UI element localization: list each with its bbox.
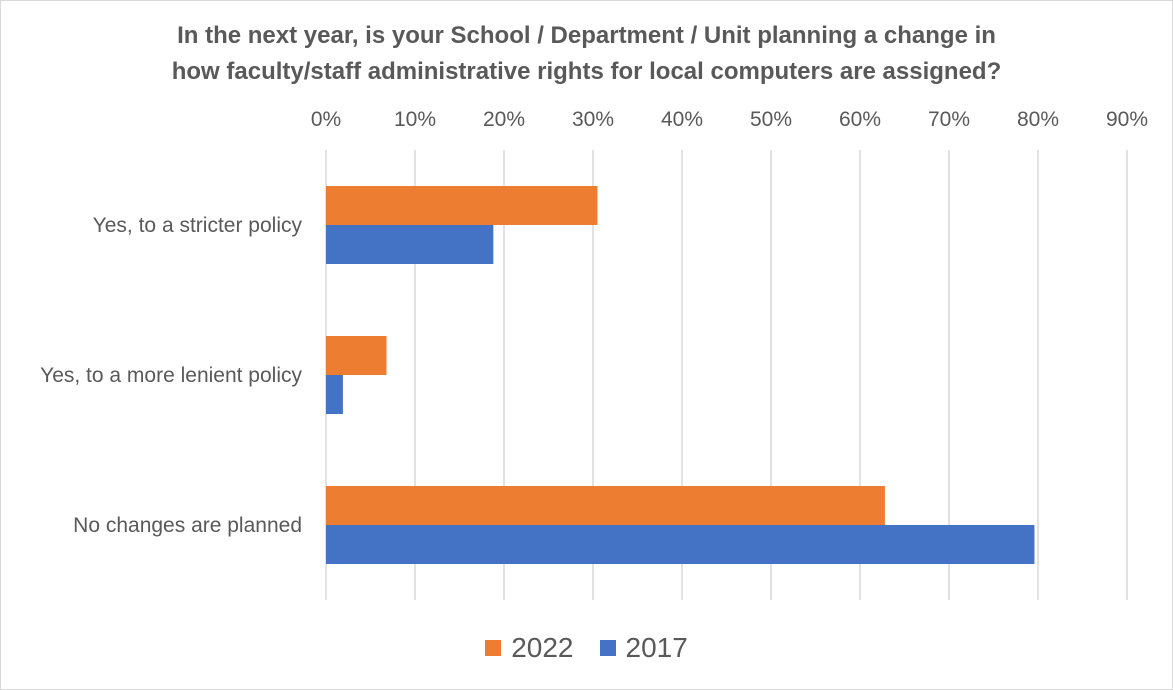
x-tick-label: 30% [572,108,614,131]
bar-2022-2 [326,486,885,525]
category-label: Yes, to a more lenient policy [40,364,302,387]
bar-2017-0 [326,225,494,264]
bar-2017-1 [326,375,343,414]
category-label: Yes, to a stricter policy [93,214,303,237]
x-tick-label: 80% [1017,108,1059,131]
legend-item-2022: 2022 [485,632,574,664]
bar-2022-0 [326,186,598,225]
legend-swatch-2022 [485,640,502,656]
x-tick-label: 60% [839,108,881,131]
legend-swatch-2017 [599,640,616,656]
x-tick-label: 10% [394,108,436,131]
x-tick-label: 70% [928,108,970,131]
chart-title-line-1: In the next year, is your School / Depar… [177,22,996,49]
legend: 2022 2017 [0,632,1173,664]
category-label: No changes are planned [73,514,302,537]
legend-label-2017: 2017 [625,632,688,663]
x-tick-label: 20% [483,108,525,131]
x-tick-label: 0% [311,108,341,131]
chart-title-line-2: how faculty/staff administrative rights … [171,58,1002,85]
chart-title: In the next year, is your School / Depar… [0,18,1173,90]
legend-label-2022: 2022 [511,632,574,663]
bar-2017-2 [326,525,1035,564]
x-tick-label: 50% [750,108,792,131]
x-tick-label: 40% [661,108,703,131]
x-tick-label: 90% [1106,108,1148,131]
legend-item-2017: 2017 [599,632,688,664]
bar-2022-1 [326,336,387,375]
